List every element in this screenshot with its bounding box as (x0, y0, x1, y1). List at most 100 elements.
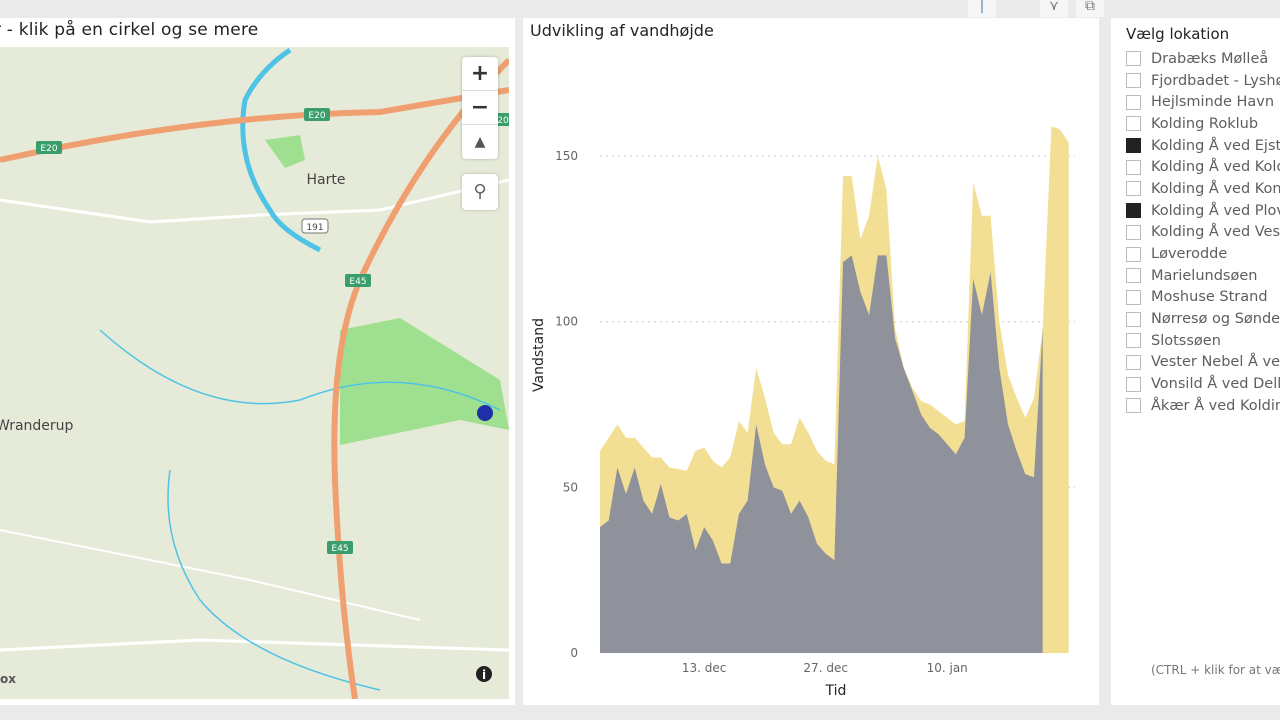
map-canvas[interactable]: E20 E20 20 Harte 191 E45 E45 Wranderup o… (0, 47, 509, 699)
road (0, 638, 509, 652)
map-zoom-controls: + − ▲ (462, 57, 498, 159)
slicer-item[interactable]: Vonsild Å ved Delkolding (1126, 373, 1280, 395)
slicer-item[interactable]: Fjordbadet - Lyshøj (1126, 70, 1280, 92)
checkbox[interactable] (1126, 246, 1141, 262)
slicer-item[interactable]: Kolding Roklub (1126, 113, 1280, 135)
info-icon[interactable] (476, 666, 492, 682)
motorway-e45 (331, 57, 509, 699)
place-label-harte: Harte (307, 172, 346, 188)
slicer-item-label: Nørresø og Søndersø (1151, 311, 1280, 328)
slicer-item[interactable]: Kolding Å ved Vester (1126, 222, 1280, 244)
area-chart: 0 50 100 150 13. dec 27. dec 10. jan Tid Vands… (531, 126, 1075, 699)
y-tick-label: 100 (555, 315, 578, 329)
slicer-item-label: Hejlsminde Havn (1151, 94, 1275, 111)
chart-visual: Udvikling af vandhøjde 0 50 100 150 13. dec 2… (523, 18, 1099, 705)
slicer-item-label: Vonsild Å ved Delkolding (1151, 376, 1280, 393)
road-label-e20: E20 (308, 111, 325, 121)
y-tick-label: 50 (563, 480, 578, 494)
checkbox[interactable] (1126, 354, 1141, 370)
stream (99, 329, 501, 411)
checkbox[interactable] (1126, 398, 1141, 414)
map-visual: r - klik på en cirkel og se mere E20 E20… (0, 18, 515, 705)
compass-button[interactable]: ▲ (474, 134, 486, 150)
slicer-item[interactable]: Løverodde (1126, 243, 1280, 265)
x-tick-label: 27. dec (803, 661, 848, 675)
x-tick-label: 10. jan (927, 661, 968, 675)
slicer-item[interactable]: Slotssøen (1126, 330, 1280, 352)
slicer-item[interactable]: Vester Nebel Å ved (1126, 352, 1280, 374)
slicer-item-label: Fjordbadet - Lyshøj (1151, 72, 1280, 89)
slicer-item-label: Vester Nebel Å ved (1151, 354, 1280, 371)
slicer-item[interactable]: Kolding Å ved Ejstrup (1126, 135, 1280, 157)
y-tick-label: 150 (555, 149, 578, 163)
map-attribution-logo: ox (0, 672, 16, 686)
checkbox[interactable] (1126, 268, 1141, 284)
slicer-item[interactable]: Hejlsminde Havn (1126, 91, 1280, 113)
zoom-out-button[interactable]: − (462, 91, 498, 125)
spacer (1004, 0, 1032, 17)
map-svg[interactable]: E20 E20 20 Harte 191 E45 E45 Wranderup o… (0, 47, 509, 699)
slicer-item-label: Moshuse Strand (1151, 289, 1268, 306)
slicer-item-label: Kolding Å ved Vester (1151, 224, 1280, 241)
slicer-item[interactable]: Kolding Å ved Kongsbjerg (1126, 178, 1280, 200)
checkbox[interactable] (1126, 203, 1141, 219)
slicer-item-label: Kolding Å ved Kongsbjerg (1151, 180, 1280, 197)
y-tick-label: 0 (570, 646, 578, 660)
map-title: r - klik på en cirkel og se mere (0, 20, 259, 40)
info-icon-glyph: i (482, 668, 486, 682)
area-series-2[interactable] (600, 255, 1043, 653)
checkbox[interactable] (1126, 376, 1141, 392)
checkbox[interactable] (1126, 138, 1141, 154)
checkbox[interactable] (1126, 181, 1141, 197)
slicer-item[interactable]: Marielundsøen (1126, 265, 1280, 287)
slicer-item-label: Drabæks Mølleå (1151, 50, 1269, 67)
park-area (340, 318, 509, 445)
slicer-item-label: Marielundsøen (1151, 267, 1258, 284)
road (0, 529, 421, 621)
checkbox[interactable] (1126, 224, 1141, 240)
slicer-item-label: Kolding Å ved Kolding (1151, 159, 1280, 176)
slicer-item-label: Åkær Å ved Kolding (1151, 397, 1280, 414)
checkbox[interactable] (1126, 94, 1141, 110)
place-label-vranderup: Wranderup (0, 418, 74, 434)
road-label-e45: E45 (349, 277, 366, 287)
search-magnifier-icon[interactable]: ⚲ (462, 174, 498, 210)
checkbox[interactable] (1126, 73, 1141, 89)
slicer-item[interactable]: Kolding Å ved Plovstrup (1126, 200, 1280, 222)
checkbox[interactable] (1126, 51, 1141, 67)
road-label-e20: 20 (497, 116, 509, 126)
location-marker[interactable] (477, 405, 493, 421)
focus-mode-icon[interactable]: | (968, 0, 996, 17)
checkbox[interactable] (1126, 116, 1141, 132)
road-label-191: 191 (306, 223, 323, 233)
slicer-item[interactable]: Kolding Å ved Kolding (1126, 156, 1280, 178)
expand-icon[interactable]: ⧉ (1076, 0, 1104, 17)
stream (167, 469, 381, 691)
park-area (265, 135, 305, 168)
y-axis-title: Vandstand (531, 318, 547, 392)
slicer-item[interactable]: Nørresø og Søndersø (1126, 308, 1280, 330)
x-axis-title: Tid (825, 683, 847, 699)
road-label-e45: E45 (331, 544, 348, 554)
x-tick-label: 13. dec (682, 661, 727, 675)
checkbox[interactable] (1126, 311, 1141, 327)
location-slicer: Vælg lokation Drabæks Mølleå Fjordbadet -… (1111, 18, 1280, 705)
road (0, 178, 509, 224)
checkbox[interactable] (1126, 159, 1141, 175)
slicer-item-label: Løverodde (1151, 246, 1228, 263)
checkbox[interactable] (1126, 289, 1141, 305)
slicer-item[interactable]: Åkær Å ved Kolding (1126, 395, 1280, 417)
slicer-item[interactable]: Drabæks Mølleå (1126, 48, 1280, 70)
zoom-in-button[interactable]: + (462, 57, 498, 91)
slicer-hint: (CTRL + klik for at vælge flere) (1151, 663, 1280, 677)
chart-title: Udvikling af vandhøjde (530, 21, 714, 40)
filter-icon[interactable]: ⋎ (1040, 0, 1068, 17)
river (240, 47, 322, 253)
visual-header-toolbar: | ⋎ ⧉ (968, 0, 1104, 17)
slicer-list: Drabæks Mølleå Fjordbadet - Lyshøj Hejlsmi… (1126, 48, 1280, 417)
map-labels: E20 E20 20 Harte 191 E45 E45 Wranderup o… (0, 108, 509, 686)
slicer-item-label: Kolding Å ved Plovstrup (1151, 202, 1280, 219)
slicer-item-label: Kolding Roklub (1151, 115, 1259, 132)
slicer-item[interactable]: Moshuse Strand (1126, 287, 1280, 309)
checkbox[interactable] (1126, 333, 1141, 349)
